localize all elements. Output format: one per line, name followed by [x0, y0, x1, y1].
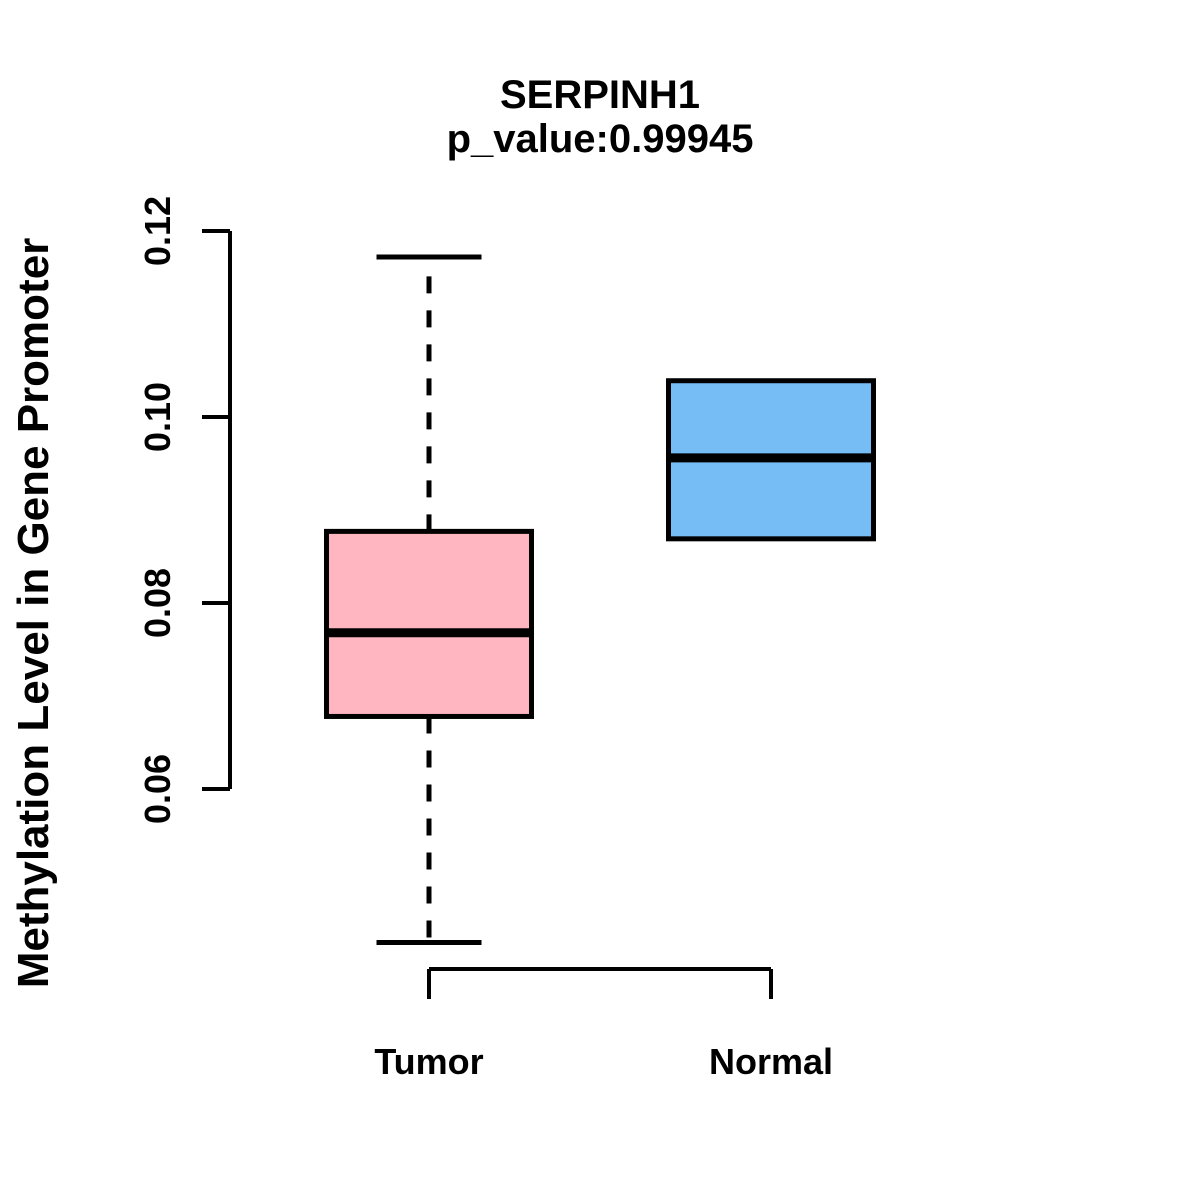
chart-title: SERPINH1: [500, 73, 700, 117]
y-tick-label: 0.12: [137, 196, 178, 266]
x-tick-label: Normal: [709, 1041, 833, 1082]
y-tick-label: 0.06: [137, 754, 178, 824]
y-tick-label: 0.08: [137, 568, 178, 638]
tumor-box: [324, 528, 534, 719]
plot-area: 0.06 0.08 0.10 0.12 Tumor Normal: [137, 196, 876, 1082]
y-axis-label: Methylation Level in Gene Promoter: [9, 238, 58, 989]
chart-subtitle: p_value:0.99945: [447, 117, 754, 161]
x-tick-label: Tumor: [374, 1041, 483, 1082]
y-tick-label: 0.10: [137, 382, 178, 452]
